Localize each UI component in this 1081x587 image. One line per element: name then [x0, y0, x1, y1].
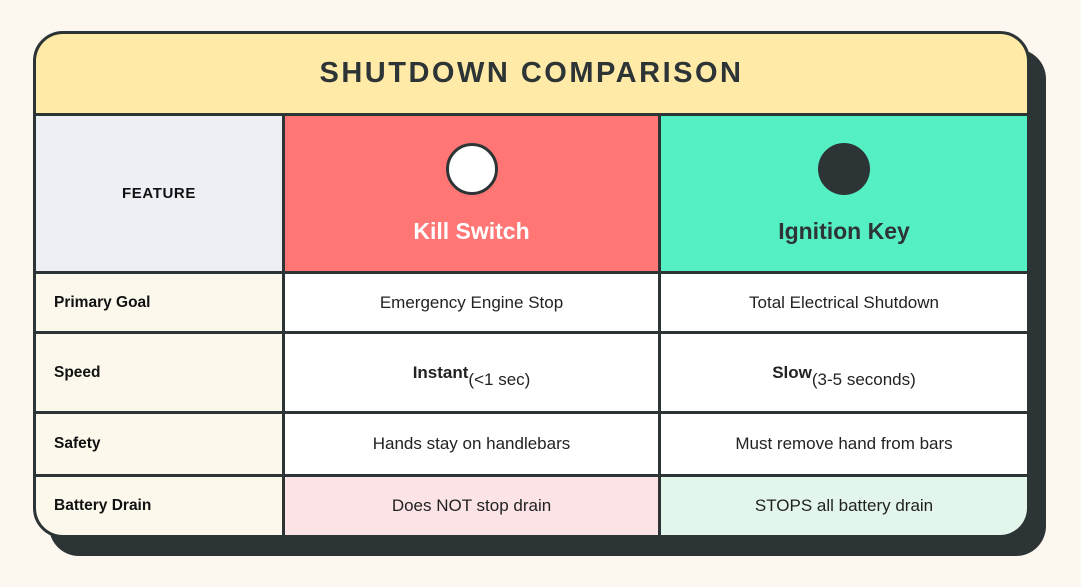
row-label-battery-drain: Battery Drain — [36, 477, 282, 535]
cell-battery-drain-ignition-key: STOPS all battery drain — [661, 477, 1027, 535]
cell-primary-goal-kill-switch: Emergency Engine Stop — [285, 274, 658, 331]
speed-ignition-sub-value: (3-5 seconds) — [811, 369, 916, 389]
speed-kill-main-value: Instant — [412, 362, 469, 382]
column-header-feature: FEATURE — [36, 116, 282, 271]
cell-safety-kill-switch: Hands stay on handlebars — [285, 414, 658, 474]
row-label-safety: Safety — [36, 414, 282, 474]
row-label-speed: Speed — [36, 334, 282, 411]
speed-kill-sub-value: (<1 sec) — [468, 369, 531, 389]
cell-safety-ignition-key: Must remove hand from bars — [661, 414, 1027, 474]
comparison-card: SHUTDOWN COMPARISON FEATURE Kill Switch … — [33, 31, 1030, 538]
kill-switch-icon — [445, 142, 498, 195]
column-header-ignition-key: Ignition Key — [661, 116, 1027, 271]
cell-battery-drain-kill-switch: Does NOT stop drain — [285, 477, 658, 535]
column-header-kill-switch: Kill Switch — [285, 116, 658, 271]
kill-switch-label: Kill Switch — [413, 217, 530, 244]
ignition-key-icon — [818, 142, 870, 195]
comparison-table: FEATURE Kill Switch Ignition Key Primary… — [36, 113, 1027, 535]
cell-primary-goal-ignition-key: Total Electrical Shutdown — [661, 274, 1027, 331]
speed-ignition-main-value: Slow — [772, 362, 812, 382]
page-title: SHUTDOWN COMPARISON — [319, 57, 744, 89]
ignition-key-label: Ignition Key — [778, 217, 910, 244]
cell-speed-kill-switch: Instant (<1 sec) — [285, 334, 658, 411]
title-bar: SHUTDOWN COMPARISON — [36, 34, 1027, 113]
cell-speed-ignition-key: Slow (3-5 seconds) — [661, 334, 1027, 411]
row-label-primary-goal: Primary Goal — [36, 274, 282, 331]
